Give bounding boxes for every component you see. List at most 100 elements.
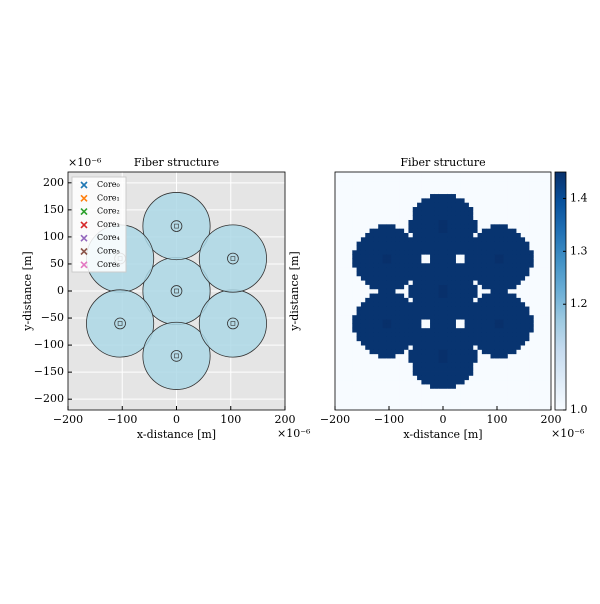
heatmap-cell <box>494 271 500 277</box>
heatmap-cell <box>395 323 401 329</box>
heatmap-cell <box>369 241 375 246</box>
heatmap-cell <box>451 210 457 216</box>
heatmap-cell <box>520 284 526 290</box>
legend-label: Core₄ <box>97 233 120 242</box>
heatmap-cell <box>412 258 418 264</box>
heatmap-cell <box>460 275 465 281</box>
heatmap-cell <box>417 288 422 294</box>
heatmap-cell <box>408 310 414 316</box>
heatmap-cell <box>408 172 414 177</box>
heatmap-cell <box>525 379 530 385</box>
heatmap-cell <box>460 306 465 311</box>
heatmap-cell <box>533 405 539 410</box>
heatmap-cell <box>378 397 383 402</box>
heatmap-cell <box>395 297 401 303</box>
heatmap-cell <box>460 349 465 355</box>
heatmap-cell <box>538 228 543 233</box>
y-axis-label: y-distance [m] <box>21 251 34 331</box>
heatmap-cell <box>365 254 370 259</box>
heatmap-cell <box>373 202 379 208</box>
heatmap-cell <box>391 215 396 220</box>
heatmap-cell <box>464 262 470 268</box>
heatmap-cell <box>391 176 396 182</box>
heatmap-cell <box>421 210 427 216</box>
heatmap-cell <box>464 297 470 303</box>
heatmap-cell <box>335 340 340 346</box>
heatmap-cell <box>443 362 448 368</box>
heatmap-cell <box>443 202 448 208</box>
heatmap-cell <box>356 293 362 298</box>
heatmap-cell <box>546 249 551 255</box>
heatmap-cell <box>365 236 370 242</box>
heatmap-cell <box>464 197 470 203</box>
heatmap-cell <box>490 172 496 177</box>
legend-marker <box>80 194 88 202</box>
heatmap-cell <box>343 193 349 199</box>
heatmap-cell <box>486 202 491 208</box>
heatmap-cell <box>477 193 483 199</box>
heatmap-cell <box>339 293 345 298</box>
heatmap-cell <box>455 297 461 303</box>
plot-area <box>335 172 551 410</box>
heatmap-cell <box>512 405 517 410</box>
heatmap-cell <box>503 405 509 410</box>
heatmap-cell <box>434 336 440 342</box>
heatmap-cell <box>360 284 366 290</box>
heatmap-cell <box>451 267 457 272</box>
heatmap-cell <box>356 371 362 376</box>
heatmap-cell <box>373 310 379 316</box>
heatmap-cell <box>438 297 444 303</box>
heatmap-cell <box>529 241 535 246</box>
heatmap-cell <box>395 371 401 376</box>
heatmap-cell <box>447 271 453 277</box>
heatmap-cell <box>369 258 375 264</box>
heatmap-cell <box>451 189 457 195</box>
heatmap-cell <box>434 176 440 182</box>
heatmap-cell <box>386 241 392 246</box>
heatmap-cell <box>434 306 440 311</box>
heatmap-cell <box>542 202 548 208</box>
heatmap-cell <box>412 405 418 410</box>
heatmap-cell <box>447 180 453 186</box>
heatmap-cell <box>520 323 526 329</box>
heatmap-cell <box>412 280 418 285</box>
heatmap-cell <box>538 379 543 385</box>
heatmap-cell <box>356 254 362 259</box>
heatmap-cell <box>447 232 453 238</box>
heatmap-cell <box>425 362 431 368</box>
heatmap-cell <box>460 301 465 307</box>
heatmap-cell <box>451 362 457 368</box>
heatmap-cell <box>378 401 383 407</box>
heatmap-cell <box>386 219 392 225</box>
heatmap-cell <box>494 379 500 385</box>
heatmap-cell <box>386 180 392 186</box>
heatmap-cell <box>352 306 357 311</box>
heatmap-cell <box>499 392 504 398</box>
heatmap-cell <box>395 301 401 307</box>
legend-label: Core₃ <box>97 220 120 229</box>
heatmap-cell <box>507 223 513 229</box>
heatmap-cell <box>455 184 461 190</box>
heatmap-cell <box>425 293 431 298</box>
heatmap-cell <box>481 236 487 242</box>
heatmap-cell <box>365 314 370 320</box>
heatmap-cell <box>352 241 357 246</box>
legend-label: Core₆ <box>97 260 120 269</box>
heatmap-cell <box>352 332 357 337</box>
heatmap-cell <box>425 215 431 220</box>
heatmap-cell <box>499 397 504 402</box>
heatmap-cell <box>490 206 496 212</box>
heatmap-cell <box>451 384 457 389</box>
heatmap-cell <box>503 219 509 225</box>
heatmap-cell <box>378 215 383 220</box>
heatmap-cell <box>356 275 362 281</box>
heatmap-cell <box>386 197 392 203</box>
heatmap-cell <box>512 210 517 216</box>
heatmap-cell <box>430 202 435 208</box>
heatmap-cell <box>473 362 478 368</box>
heatmap-cell <box>356 193 362 199</box>
heatmap-cell <box>460 172 465 177</box>
heatmap-cell <box>438 275 444 281</box>
heatmap-cell <box>378 336 383 342</box>
heatmap-cell <box>339 345 345 350</box>
